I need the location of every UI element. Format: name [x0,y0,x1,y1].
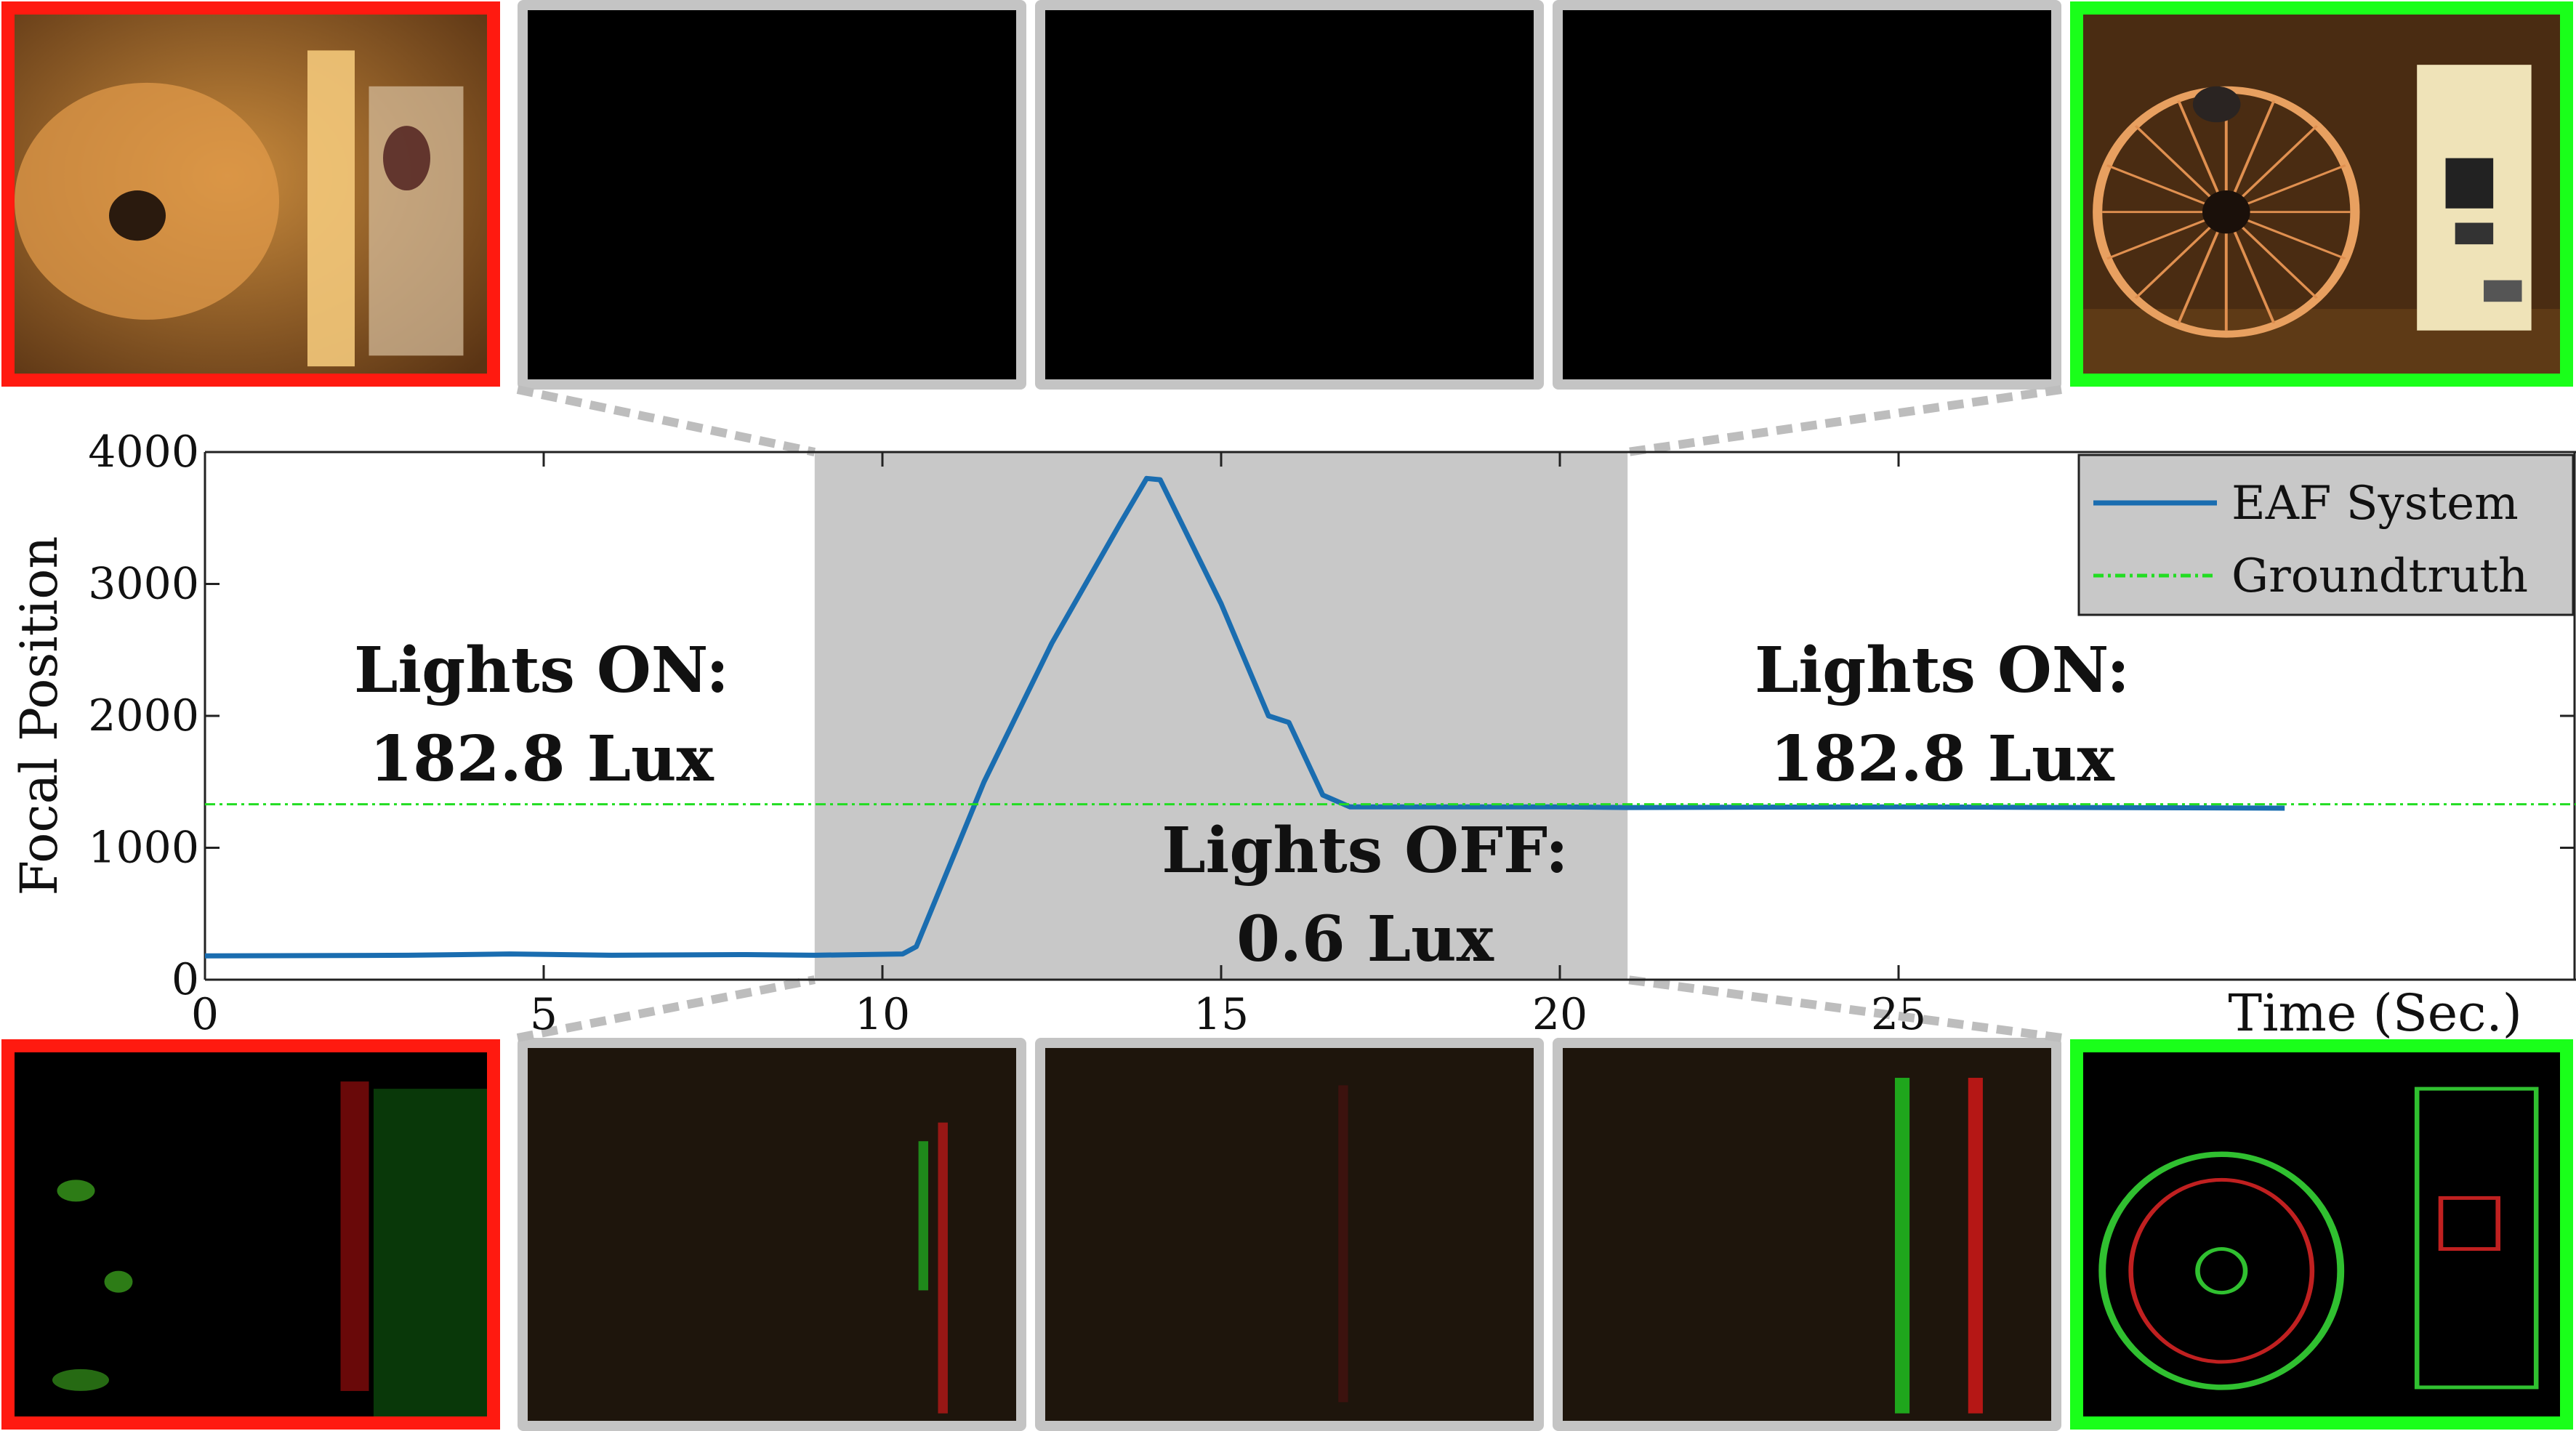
x-tick-label: 15 [1194,989,1249,1040]
event-noise-image [1045,1048,1534,1421]
top-thumbnail-1 [1,1,500,387]
y-axis-label: Focal Position [9,536,69,896]
y-tick-label: 3000 [88,559,199,610]
top-thumbnail-3 [1035,0,1544,390]
legend-label: Groundtruth [2231,549,2528,603]
top-thumbnail-2 [518,0,1026,390]
bottom-thumbnail-3 [1035,1038,1544,1431]
event-noise-image [1563,1048,2051,1421]
bottom-thumbnail-1 [1,1039,500,1430]
bottom-thumbnail-5 [2070,1039,2573,1430]
top-thumbnail-4 [1553,0,2061,390]
dark-frame-image [1045,10,1534,379]
event-blurred-image [15,1052,487,1416]
annotation-text: 0.6 Lux [1236,903,1494,976]
annotation-text: 182.8 Lux [369,722,714,796]
y-tick-label: 0 [172,954,199,1005]
x-tick-label: 25 [1871,989,1926,1040]
y-tick-label: 4000 [88,427,199,477]
y-tick-label: 2000 [88,690,199,741]
bottom-thumbnail-2 [518,1038,1026,1431]
dark-frame-image [528,10,1016,379]
annotation-text: Lights ON: [354,634,729,707]
legend-label: EAF System [2231,477,2519,531]
series-line-eaf-system [204,475,2285,959]
bottom-thumbnail-4 [1553,1038,2061,1431]
x-tick-label: 10 [855,989,910,1040]
focused-scene-image [2083,15,2560,374]
annotation-text: Lights OFF: [1162,814,1569,887]
annotation-text: 182.8 Lux [1770,722,2114,796]
lights-off-shaded-region [814,452,1628,980]
annotation-text: Lights ON: [1755,634,2130,707]
blurred-scene-image [15,15,487,374]
event-focused-image [2083,1052,2560,1416]
connector-line [1627,975,2062,1042]
connector-line [516,975,816,1042]
connector-line [516,385,816,456]
x-tick-label: 0 [191,989,219,1040]
legend-box [2077,454,2575,616]
dark-frame-image [1563,10,2051,379]
y-tick-label: 1000 [88,823,199,874]
x-tick-label: 20 [1532,989,1587,1040]
event-noise-image [528,1048,1016,1421]
x-tick-label: 5 [530,989,558,1040]
connector-line [1627,385,2062,456]
x-axis-label: Time (Sec.) [2228,983,2522,1043]
top-thumbnail-5 [2070,1,2573,387]
